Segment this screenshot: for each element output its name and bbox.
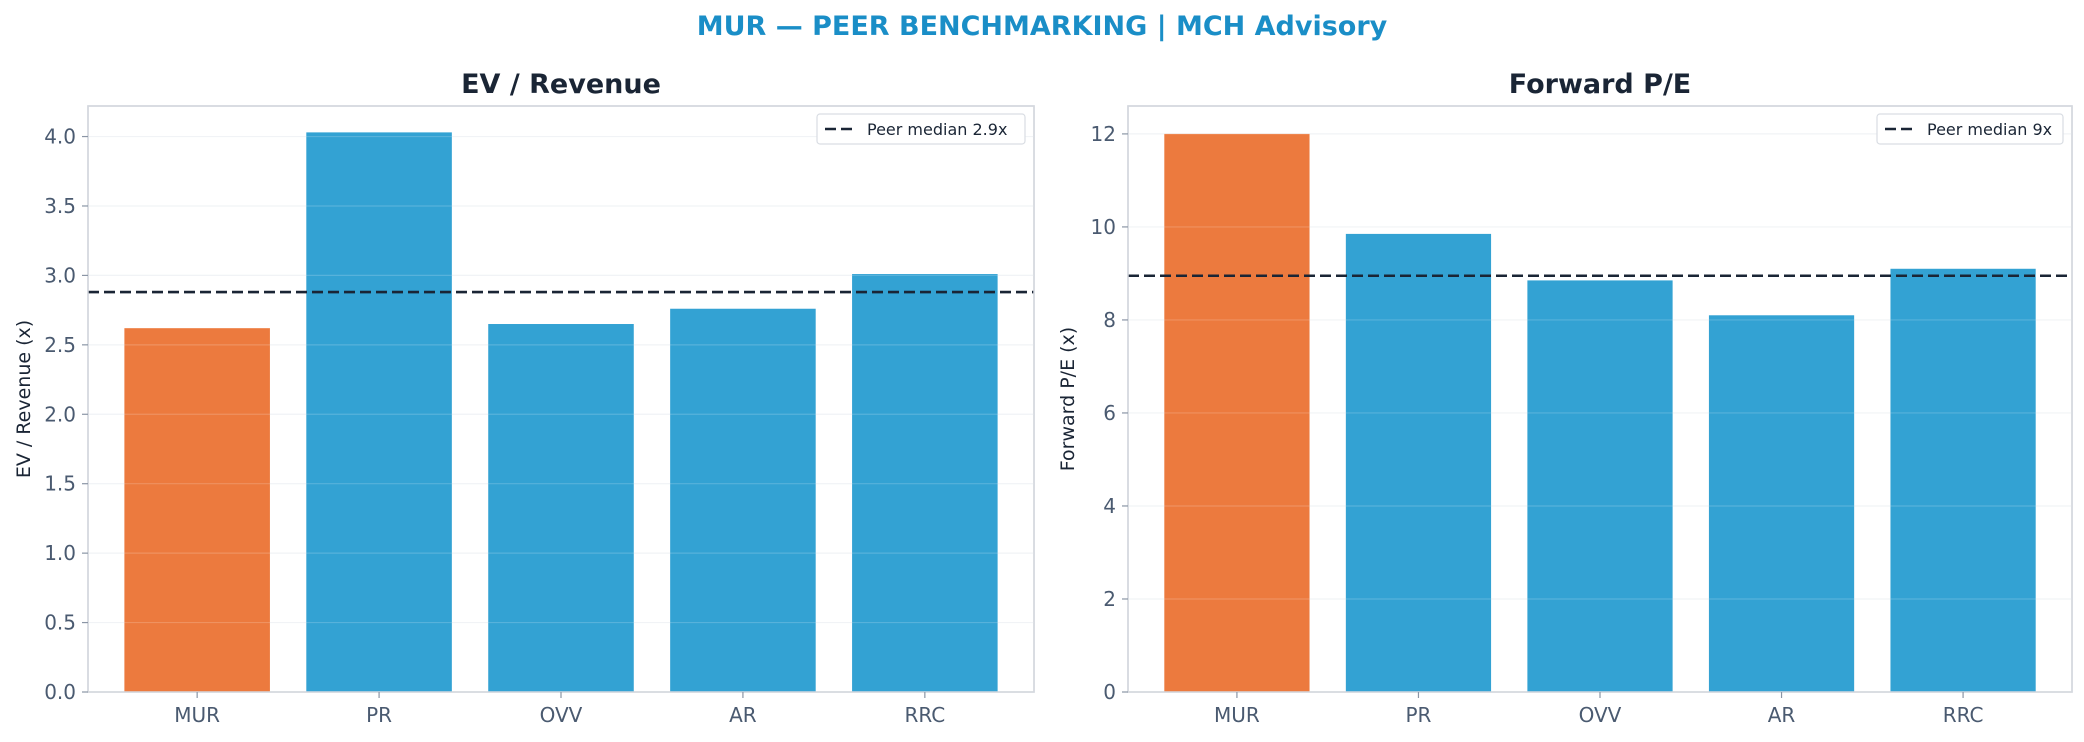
chart-1-xtick-label-ar: AR	[729, 703, 757, 727]
chart-2-bar-ar	[1708, 315, 1855, 692]
chart-1-bar-mur	[124, 328, 270, 692]
chart-2-xtick-label-ar: AR	[1768, 703, 1796, 727]
chart-2-bar-ovv	[1527, 280, 1673, 692]
chart-2-ytick-label: 8	[1103, 308, 1116, 332]
chart-1-bar-ovv	[488, 324, 634, 692]
forward-pe-chart: 0 2 4 6 8 10 12 MUR PR OVV AR RRC Forward P/E Forward…	[1057, 69, 2073, 727]
chart-2-ytick-label: 0	[1103, 680, 1116, 704]
chart-1-bar-rrc	[852, 274, 998, 692]
chart-2-ytick-label: 2	[1103, 587, 1116, 611]
chart-1-xtick-label-mur: MUR	[174, 703, 220, 727]
chart-2-ylabel: Forward P/E (x)	[1057, 327, 1079, 471]
chart-2-xtick-label-pr: PR	[1405, 703, 1431, 727]
chart-2-xtick-label-mur: MUR	[1214, 703, 1260, 727]
chart-1-ytick-label: 2.0	[44, 402, 76, 426]
chart-1-ytick-label: 2.5	[44, 333, 76, 357]
chart-1-legend-label: Peer median 2.9x	[867, 120, 1007, 139]
chart-1-legend-box	[816, 113, 1026, 145]
chart-1-xtick-label-rrc: RRC	[904, 703, 945, 727]
chart-1-xtick-label-pr: PR	[366, 703, 392, 727]
chart-1-ytick-label: 0.5	[44, 611, 76, 635]
chart-2-bar-pr	[1345, 233, 1492, 692]
chart-1-ytick-label: 0.0	[44, 680, 76, 704]
chart-2-ytick-label: 10	[1091, 215, 1116, 239]
chart-2-ytick-label: 6	[1103, 401, 1116, 425]
figure-title: MUR — PEER BENCHMARKING | MCH Advisory	[697, 11, 1388, 42]
chart-1-xtick-label-ovv: OVV	[540, 703, 583, 727]
chart-1-legend: Peer median 2.9x	[816, 113, 1026, 145]
chart-2-legend-box	[1876, 113, 2064, 145]
chart-1-ytick-label: 3.5	[44, 194, 76, 218]
chart-1-ytick-label: 1.0	[44, 541, 76, 565]
chart-1-title: EV / Revenue	[461, 69, 661, 100]
chart-1-ytick-label: 4.0	[44, 125, 76, 149]
chart-2-xtick-label-ovv: OVV	[1579, 703, 1622, 727]
chart-2-legend: Peer median 9x	[1876, 113, 2064, 145]
ev-revenue-chart: 0.0 0.5 1.0 1.5 2.0 2.5 3.0 3.5 4.0 MUR PR OVV AR RRC…	[13, 69, 1035, 727]
chart-2-ytick-label: 12	[1091, 122, 1116, 146]
chart-2-bar-mur	[1164, 133, 1310, 692]
chart-2-title: Forward P/E	[1509, 69, 1692, 100]
chart-2-bar-rrc	[1890, 268, 2036, 692]
chart-1-bar-pr	[306, 132, 452, 692]
chart-2-xtick-label-rrc: RRC	[1943, 703, 1984, 727]
chart-1-ytick-label: 1.5	[44, 472, 76, 496]
chart-1-ytick-label: 3.0	[44, 263, 76, 287]
chart-1-bar-ar	[670, 308, 816, 692]
chart-2-legend-label: Peer median 9x	[1927, 120, 2052, 139]
chart-1-ylabel: EV / Revenue (x)	[13, 320, 35, 478]
chart-2-ytick-label: 4	[1103, 494, 1116, 518]
